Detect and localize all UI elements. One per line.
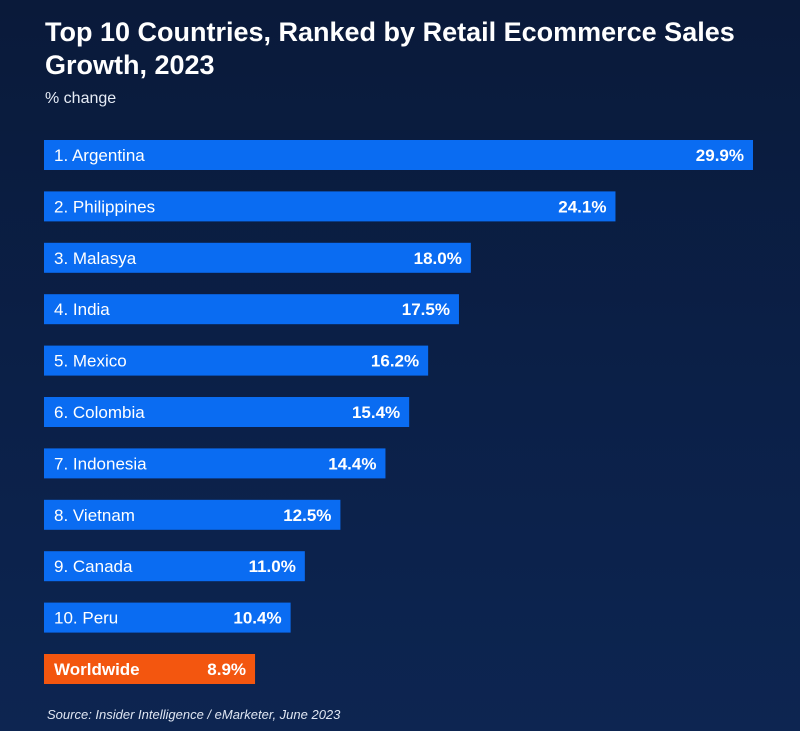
category-label: 10. Peru: [54, 609, 118, 628]
source-note: Source: Insider Intelligence / eMarketer…: [47, 707, 341, 722]
value-label: 17.5%: [402, 300, 450, 319]
value-label: 18.0%: [414, 249, 462, 268]
category-label: 1. Argentina: [54, 146, 145, 165]
chart-title: Top 10 Countries, Ranked by Retail Ecomm…: [45, 17, 735, 80]
bar-10: [44, 602, 291, 633]
category-label: 2. Philippines: [54, 197, 155, 216]
bar-3: [44, 242, 471, 273]
category-label: 3. Malasya: [54, 249, 137, 268]
value-label: 14.4%: [328, 454, 376, 473]
bar-8: [44, 499, 341, 530]
category-label: 6. Colombia: [54, 403, 145, 422]
category-label: Worldwide: [54, 660, 140, 679]
chart-subtitle: % change: [45, 90, 117, 107]
bar-worldwide: [44, 654, 256, 684]
category-label: 5. Mexico: [54, 352, 127, 371]
bar-9: [44, 551, 305, 582]
value-label: 8.9%: [207, 660, 246, 679]
bar-6: [44, 397, 410, 427]
value-label: 16.2%: [371, 352, 419, 371]
bar-1: [44, 140, 753, 170]
bar-7: [44, 448, 386, 479]
value-label: 10.4%: [233, 609, 281, 628]
category-label: 8. Vietnam: [54, 506, 135, 525]
value-label: 11.0%: [249, 557, 296, 576]
bar-4: [44, 294, 459, 325]
category-label: 4. India: [54, 300, 110, 319]
category-label: 7. Indonesia: [54, 454, 147, 473]
value-label: 29.9%: [696, 146, 744, 165]
category-label: 9. Canada: [54, 557, 133, 576]
bar-2: [44, 191, 616, 222]
value-label: 24.1%: [558, 197, 606, 216]
value-label: 15.4%: [352, 403, 400, 422]
bar-5: [44, 345, 429, 376]
value-label: 12.5%: [283, 506, 331, 525]
